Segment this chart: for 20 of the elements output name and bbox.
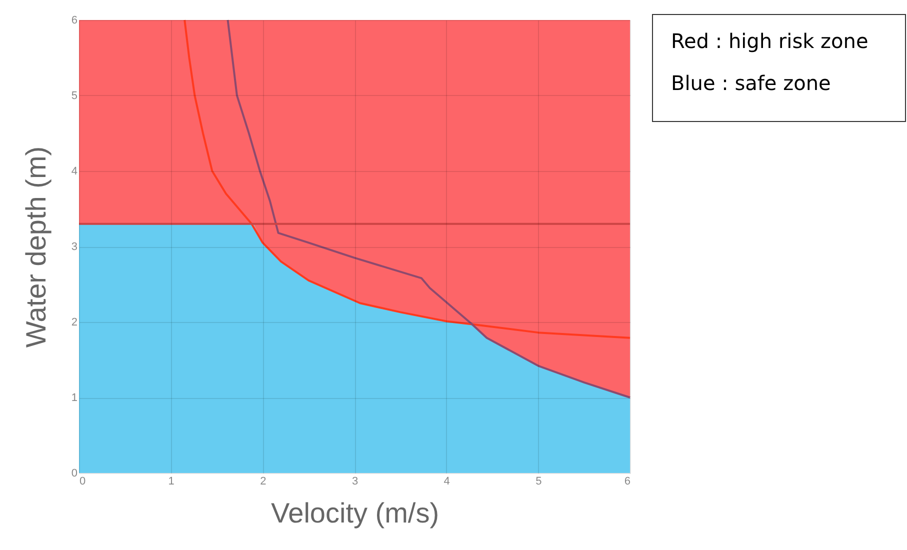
x-tick-label: 0 <box>80 476 86 488</box>
x-tick-label: 3 <box>352 476 358 488</box>
x-tick-label: 4 <box>444 476 450 488</box>
x-tick-label: 1 <box>168 476 174 488</box>
y-tick-label: 4 <box>71 166 78 178</box>
x-tick-label: 5 <box>536 476 542 488</box>
y-tick-label: 5 <box>71 90 78 102</box>
text: Blue : safe zone <box>671 71 832 95</box>
y-tick-label: 3 <box>71 241 78 253</box>
y-tick-label: 0 <box>71 468 78 480</box>
line-series <box>184 19 631 339</box>
y-tick-label: 1 <box>71 392 78 404</box>
x-tick-label: 6 <box>624 476 630 488</box>
y-tick-label: 6 <box>71 14 78 26</box>
line-series <box>226 19 631 398</box>
x-axis-title: Velocity (m/s) <box>270 498 440 528</box>
y-tick-label: 2 <box>71 316 78 328</box>
x-tick-label: 2 <box>260 476 266 488</box>
y-axis-title: Water depth (m) <box>20 146 52 348</box>
text: Red : high risk zone <box>671 29 870 53</box>
